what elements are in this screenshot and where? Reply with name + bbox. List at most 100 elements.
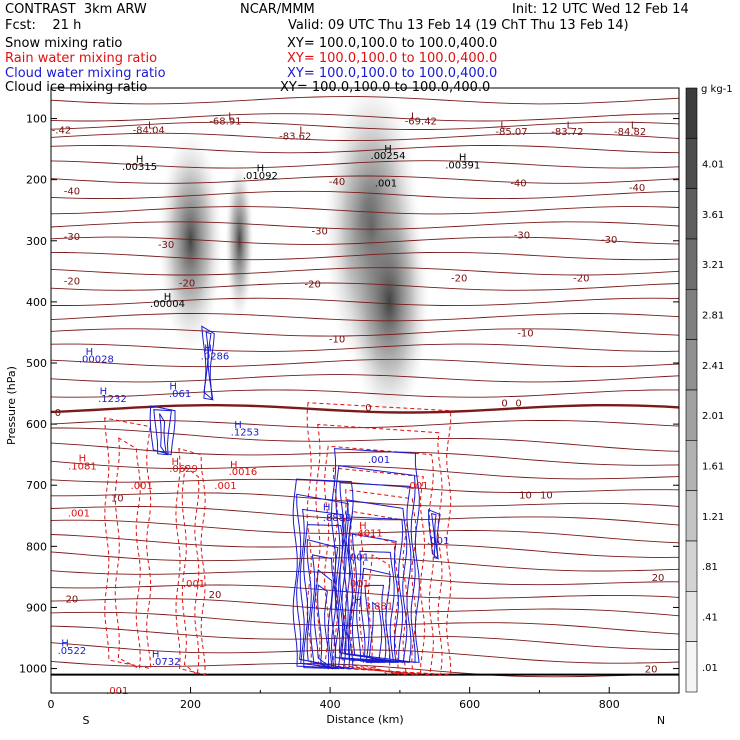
- isotherm-label: 20: [66, 594, 79, 605]
- isotherm-label: -83.62: [279, 132, 311, 143]
- colorbar-swatch: [685, 289, 698, 340]
- isotherm-label: 10: [540, 490, 553, 501]
- x-tick-label: 0: [48, 698, 55, 711]
- contour-value-label: .1081: [68, 462, 97, 473]
- extremum-marker: H: [171, 457, 179, 468]
- extremum-marker: H: [152, 649, 160, 660]
- isotherm-line: [50, 343, 680, 352]
- contour-value-label: .8888: [323, 513, 352, 524]
- contour-value-label: .001: [68, 509, 90, 520]
- y-tick-label: 900: [26, 601, 47, 614]
- isotherm-label: 0: [501, 399, 507, 410]
- extremum-marker: L: [500, 121, 506, 132]
- y-tick-label: 800: [26, 540, 47, 553]
- axes: 0 200 400 600 800100200300400500600700800900…: [5, 113, 679, 727]
- isotherm-label: -68.91: [209, 116, 241, 127]
- isotherm-label: 20: [209, 590, 222, 601]
- isotherm-line: [50, 389, 679, 398]
- cloud-water-contour: [317, 584, 330, 670]
- contour-value-label: .001: [347, 553, 369, 564]
- rain-contour: [175, 447, 206, 676]
- isotherm-line: [50, 598, 680, 617]
- contour-value-label: .001: [427, 536, 449, 547]
- extremum-marker: L: [411, 112, 417, 123]
- snow-plume: [158, 130, 223, 351]
- init-time: Init: 12 UTC Wed 12 Feb 14: [512, 2, 689, 17]
- rain-contour: [323, 445, 434, 676]
- cloud-water-contour: [303, 524, 344, 670]
- isotherm-label: -83.72: [551, 127, 583, 138]
- cloud-water-contour: [351, 533, 399, 664]
- extremum-marker: H: [459, 152, 467, 163]
- contour-value-label: .0286: [201, 352, 230, 363]
- legend-snow-xy: XY= 100.0,100.0 to 100.0,400.0: [287, 36, 498, 51]
- cloud-water-contour: [313, 569, 333, 670]
- rain-contour: [104, 417, 152, 670]
- legend-rain-name: Rain water mixing ratio: [5, 51, 158, 66]
- contour-value-label: .0629: [169, 464, 198, 475]
- contour-value-label: .001: [106, 686, 128, 697]
- contour-value-label: .00028: [79, 355, 114, 366]
- isotherm-label: 0: [55, 408, 61, 419]
- cloud-water-contour: [364, 584, 387, 663]
- extremum-marker: H: [100, 387, 108, 398]
- cloud-water-contour: [431, 512, 439, 560]
- colorbar-swatch: [685, 389, 698, 441]
- isotherm-label: -69.42: [405, 116, 437, 127]
- cloud-water-contour: [149, 405, 176, 456]
- legend-snow-name: Snow mixing ratio: [5, 36, 123, 51]
- x-tick-label: 800: [599, 698, 620, 711]
- cloud-water-contour: [159, 413, 167, 455]
- cloud-water-contour: [299, 508, 347, 670]
- legend-rain-xy: XY= 100.0,100.0 to 100.0,400.0: [287, 51, 498, 66]
- extremum-marker: H: [86, 347, 94, 358]
- extremum-marker: H: [359, 521, 367, 532]
- cloud-water-contour: [339, 482, 412, 663]
- isotherm-label: 10: [519, 490, 532, 501]
- contour-value-label: .00391: [445, 160, 480, 171]
- isotherm-line: [50, 460, 680, 480]
- rain-contour: [306, 402, 452, 676]
- y-tick-label: 1000: [19, 663, 47, 676]
- extremum-marker: H: [230, 460, 238, 471]
- isotherm-label: -30: [601, 235, 617, 246]
- isotherm-line: [50, 419, 680, 429]
- cloud-water-contour: [330, 448, 420, 663]
- isotherm-label: -40: [329, 177, 345, 188]
- colorbar-level-label: 3.21: [702, 260, 724, 271]
- extremum-marker: H: [234, 420, 242, 431]
- x-tick-label: 200: [180, 698, 201, 711]
- contour-value-label: .001: [347, 579, 369, 590]
- isotherm-label: -30: [514, 231, 530, 242]
- colorbar-swatch: [685, 490, 698, 542]
- isotherm-line: [50, 96, 680, 105]
- snow-plume: [349, 181, 430, 422]
- colorbar-swatch: [685, 188, 698, 240]
- isotherm-line: [50, 221, 680, 230]
- isotherm-line: [50, 206, 680, 215]
- extremum-marker: H: [384, 144, 392, 155]
- contour-value-label: .0732: [152, 657, 181, 668]
- extremum-marker: L: [228, 112, 234, 123]
- contour-value-label: .00254: [371, 151, 406, 162]
- cloud-water-contour: [306, 539, 340, 670]
- x-end-label-left: S: [83, 714, 90, 727]
- isotherm-label: 10: [111, 493, 124, 504]
- isotherm-line: [50, 113, 680, 122]
- isotherm-line: [51, 427, 680, 452]
- isotherm-label: -10: [517, 328, 533, 339]
- y-tick-label: 600: [26, 418, 47, 431]
- isotherm-label: 0: [365, 403, 371, 414]
- isotherm-label: -40: [629, 183, 645, 194]
- colorbar-swatch: [685, 238, 698, 290]
- isotherm-line: [51, 492, 680, 507]
- colorbar-swatch: [685, 87, 698, 139]
- contour-value-label: .061: [169, 389, 191, 400]
- isotherm-label: -40: [510, 179, 526, 190]
- isotherm-line: [50, 519, 680, 544]
- cloud-water-contour: [343, 499, 408, 663]
- extremum-marker: H: [136, 154, 144, 165]
- cloud-water-contour: [360, 567, 391, 664]
- colorbar-level-label: 2.81: [702, 311, 724, 322]
- mixing-ratio-contours: [104, 325, 452, 676]
